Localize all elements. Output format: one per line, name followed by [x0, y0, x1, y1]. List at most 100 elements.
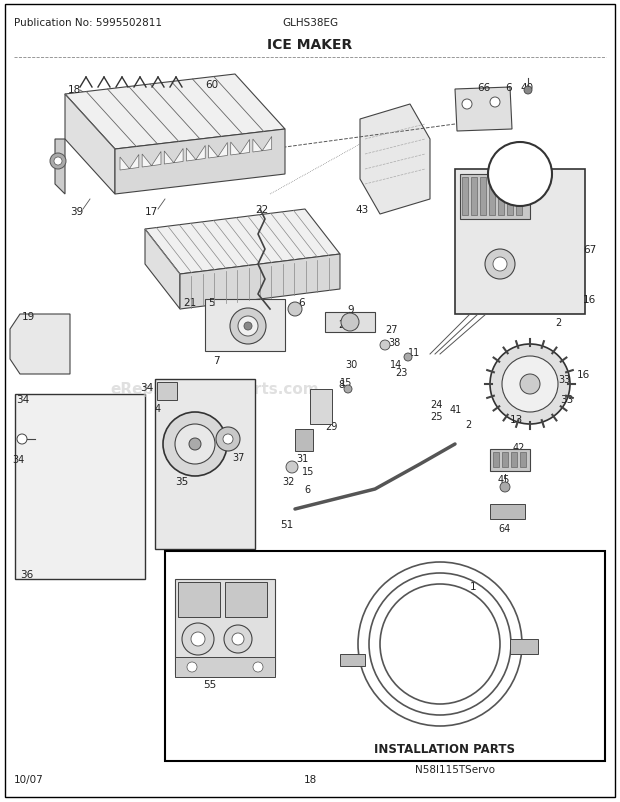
- Text: 23: 23: [338, 320, 350, 330]
- Text: 66: 66: [477, 83, 490, 93]
- Circle shape: [341, 314, 359, 331]
- Polygon shape: [231, 140, 249, 156]
- Text: 36: 36: [20, 569, 33, 579]
- Text: 4: 4: [155, 403, 161, 414]
- Text: 18: 18: [68, 85, 81, 95]
- Circle shape: [189, 439, 201, 451]
- Circle shape: [244, 322, 252, 330]
- Bar: [510, 639, 538, 654]
- Text: 33: 33: [558, 375, 570, 384]
- Circle shape: [500, 482, 510, 492]
- Polygon shape: [120, 156, 139, 171]
- Bar: [462, 178, 468, 216]
- Bar: [155, 379, 255, 549]
- Circle shape: [187, 662, 197, 672]
- Text: 2: 2: [555, 318, 561, 327]
- Bar: [490, 504, 525, 520]
- Text: 19: 19: [22, 312, 35, 322]
- Text: 40: 40: [520, 83, 533, 93]
- Polygon shape: [164, 149, 183, 164]
- Circle shape: [524, 87, 532, 95]
- Text: 15: 15: [340, 378, 352, 387]
- Text: 43: 43: [355, 205, 368, 215]
- Text: 39: 39: [70, 207, 83, 217]
- Bar: [520, 452, 526, 468]
- Bar: [480, 178, 486, 216]
- Text: 13: 13: [510, 415, 523, 424]
- Bar: [325, 313, 375, 333]
- Polygon shape: [145, 229, 180, 310]
- Polygon shape: [65, 95, 115, 195]
- Bar: [15, 395, 145, 579]
- Text: 29: 29: [325, 422, 337, 431]
- Polygon shape: [10, 314, 70, 375]
- Text: 16: 16: [583, 294, 596, 305]
- Circle shape: [520, 375, 540, 395]
- Text: 42: 42: [513, 443, 525, 452]
- Text: 55: 55: [203, 679, 216, 689]
- Text: 7: 7: [213, 355, 219, 366]
- Circle shape: [490, 345, 570, 424]
- Text: 27: 27: [385, 325, 397, 334]
- Circle shape: [191, 632, 205, 646]
- Text: 18: 18: [303, 774, 317, 784]
- Bar: [205, 300, 285, 351]
- Text: 24: 24: [430, 399, 443, 410]
- Bar: [471, 178, 477, 216]
- Text: 33: 33: [560, 395, 574, 404]
- Circle shape: [175, 424, 215, 464]
- Circle shape: [17, 435, 27, 444]
- Circle shape: [490, 98, 500, 107]
- Text: GLHS38EG: GLHS38EG: [282, 18, 338, 28]
- Bar: [502, 452, 508, 468]
- Text: 6: 6: [298, 298, 304, 308]
- Bar: [493, 452, 499, 468]
- Bar: [175, 657, 275, 677]
- Text: 21: 21: [183, 298, 197, 308]
- Text: 1: 1: [470, 581, 477, 591]
- Circle shape: [163, 412, 227, 476]
- Text: 9: 9: [347, 305, 353, 314]
- Circle shape: [230, 309, 266, 345]
- Text: 11: 11: [408, 347, 420, 358]
- Text: 31: 31: [296, 453, 308, 464]
- Text: 14: 14: [390, 359, 402, 370]
- Bar: [490, 449, 530, 472]
- Bar: [225, 582, 267, 618]
- Bar: [310, 390, 332, 424]
- Text: 6: 6: [304, 484, 310, 494]
- Circle shape: [404, 354, 412, 362]
- Circle shape: [216, 427, 240, 452]
- Polygon shape: [208, 144, 228, 159]
- Bar: [460, 175, 530, 220]
- Circle shape: [380, 341, 390, 350]
- Text: 23: 23: [395, 367, 407, 378]
- Text: 30: 30: [345, 359, 357, 370]
- Bar: [507, 178, 513, 216]
- Circle shape: [224, 626, 252, 653]
- Text: 38: 38: [388, 338, 401, 347]
- Text: ICE MAKER: ICE MAKER: [267, 38, 353, 52]
- Polygon shape: [187, 146, 205, 162]
- Text: 51: 51: [280, 520, 293, 529]
- Circle shape: [182, 623, 214, 655]
- Polygon shape: [65, 75, 285, 150]
- Text: 15: 15: [302, 467, 314, 476]
- Circle shape: [493, 257, 507, 272]
- Polygon shape: [115, 130, 285, 195]
- Polygon shape: [360, 105, 430, 215]
- Text: 6: 6: [505, 83, 511, 93]
- Text: 12: 12: [510, 163, 525, 172]
- Circle shape: [286, 461, 298, 473]
- Circle shape: [488, 143, 552, 207]
- Text: 35: 35: [175, 476, 188, 486]
- Text: 60: 60: [205, 80, 218, 90]
- Bar: [489, 178, 495, 216]
- Bar: [175, 579, 275, 674]
- Text: 34: 34: [140, 383, 153, 392]
- Text: 34: 34: [12, 455, 24, 464]
- Text: 16: 16: [577, 370, 590, 379]
- Text: 25: 25: [430, 411, 443, 422]
- Text: 22: 22: [255, 205, 268, 215]
- Text: 67: 67: [583, 245, 596, 255]
